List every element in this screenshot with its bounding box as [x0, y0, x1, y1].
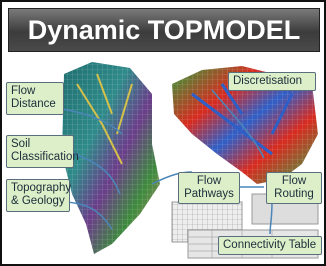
node: Connectivity Table: [218, 236, 322, 255]
node: Topography & Geology: [6, 179, 71, 212]
node: Discretisation: [228, 72, 316, 91]
title: Dynamic TOPMODEL: [8, 8, 320, 52]
node: Flow Pathways: [178, 172, 240, 204]
right-map: [172, 66, 318, 184]
node: Flow Routing: [266, 172, 322, 204]
node: Flow Distance: [6, 82, 64, 115]
node: Soil Classification: [6, 135, 79, 168]
